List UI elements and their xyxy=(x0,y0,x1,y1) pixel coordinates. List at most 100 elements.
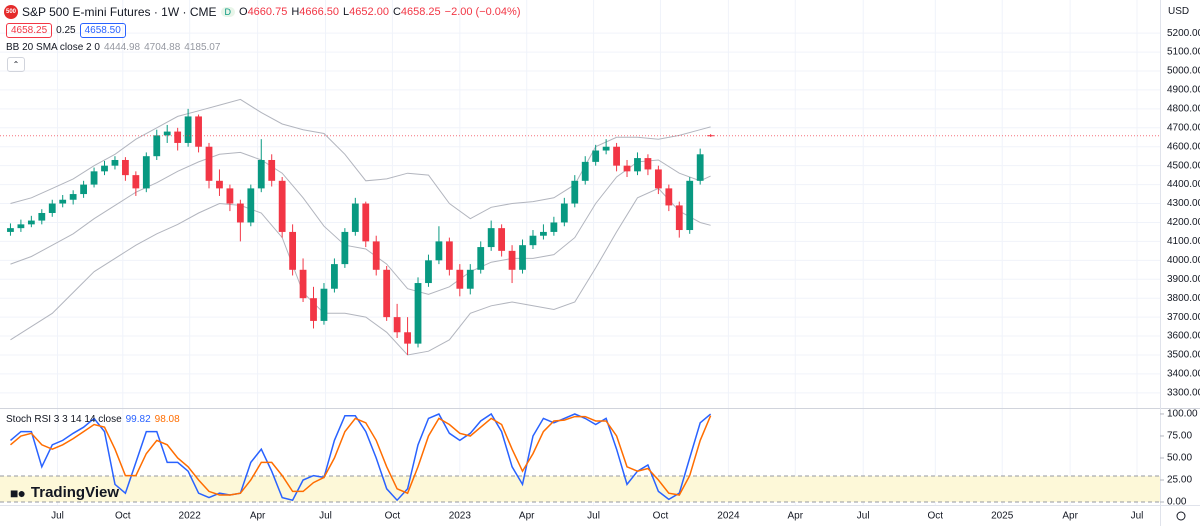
candle-body xyxy=(519,245,526,270)
candle-body xyxy=(623,165,631,172)
ohlc-item: C4658.25 xyxy=(393,6,441,18)
ohlc-value: 4658.25 xyxy=(400,6,441,18)
candle-body xyxy=(466,269,474,289)
candle-body xyxy=(393,317,401,333)
ohlc-value: 4660.75 xyxy=(247,6,288,18)
bb-legend: BB 20 SMA close 2 0 4444.98 4704.88 4185… xyxy=(6,42,220,53)
candle-body xyxy=(445,241,453,270)
y-tick-label: 5200.00 xyxy=(1167,28,1200,39)
spread: 0.25 xyxy=(56,25,76,36)
stoch-title: Stoch RSI 3 3 14 14 close xyxy=(6,414,122,425)
currency[interactable]: USD xyxy=(1168,6,1190,17)
ohlc-item: O4660.75 xyxy=(239,6,287,18)
trade-buttons: 4658.25 0.25 4658.50 xyxy=(6,23,126,38)
candle-body xyxy=(216,180,223,189)
grid xyxy=(0,0,1160,505)
y-tick-label: 4700.00 xyxy=(1167,122,1200,133)
candle-body xyxy=(268,159,276,181)
candle-body xyxy=(257,159,265,189)
candle-body xyxy=(487,228,495,248)
y-tick-label: 50.00 xyxy=(1167,453,1192,464)
y-tick-label: 4000.00 xyxy=(1167,255,1200,266)
candle-body xyxy=(17,224,25,229)
candle-body xyxy=(289,231,297,270)
candle-body xyxy=(571,180,579,204)
stoch-legend: Stoch RSI 3 3 14 14 close 99.82 98.08 xyxy=(6,414,180,425)
candle-body xyxy=(101,165,108,172)
y-tick-label: 4300.00 xyxy=(1167,198,1200,209)
y-tick-label: 25.00 xyxy=(1167,475,1192,486)
candle-body xyxy=(7,228,14,232)
logo-mark: ■● xyxy=(10,484,26,501)
candle-body xyxy=(226,188,234,204)
y-tick-label: 3900.00 xyxy=(1167,274,1200,285)
x-tick-label: Jul xyxy=(1131,511,1144,522)
y-tick-label: 3700.00 xyxy=(1167,312,1200,323)
interval-badge: D xyxy=(220,7,235,17)
y-tick-label: 4500.00 xyxy=(1167,160,1200,171)
candle-body xyxy=(414,283,422,344)
buy-button[interactable]: 4658.50 xyxy=(79,23,126,38)
candle-body xyxy=(80,184,87,195)
candle-body xyxy=(592,150,600,162)
x-tick-label: Jul xyxy=(51,511,64,522)
collapse-button[interactable]: ⌃ xyxy=(7,57,25,72)
candle-body xyxy=(540,231,547,236)
change: −2.00 (−0.04%) xyxy=(444,6,521,18)
x-tick-label: Jul xyxy=(857,511,870,522)
candle-body xyxy=(163,131,171,136)
bb-value: 4444.98 xyxy=(103,42,141,53)
stoch-value: 99.82 xyxy=(125,414,151,425)
candle-body xyxy=(498,228,506,251)
y-tick-label: 0.00 xyxy=(1167,497,1187,508)
candle-body xyxy=(132,175,140,189)
x-tick-label: Apr xyxy=(1062,511,1078,522)
x-tick-label: Oct xyxy=(385,511,401,522)
watermark-text: TradingView xyxy=(30,484,120,501)
x-tick-label: Oct xyxy=(928,511,944,522)
candle-body xyxy=(27,220,35,225)
bb-title: BB 20 SMA close 2 0 xyxy=(6,42,100,53)
header: 500 S&P 500 E-mini Futures · 1W · CME D … xyxy=(4,4,521,20)
ohlc: O4660.75 H4666.50 L4652.00 C4658.25 xyxy=(239,6,441,18)
candle-body xyxy=(59,199,67,204)
stoch-value: 98.08 xyxy=(154,414,180,425)
candle-body xyxy=(602,146,610,151)
candle-body xyxy=(111,159,119,166)
candle-body xyxy=(477,247,485,270)
candle-body xyxy=(550,222,558,232)
bb-line xyxy=(10,187,711,356)
y-tick-label: 5100.00 xyxy=(1167,47,1200,58)
bb-line xyxy=(10,98,711,220)
candle-body xyxy=(654,169,662,189)
symbol-title[interactable]: S&P 500 E-mini Futures · 1W · CME xyxy=(22,5,217,19)
bb-value: 4704.88 xyxy=(144,42,181,53)
candle-body xyxy=(331,264,338,289)
y-tick-label: 3400.00 xyxy=(1167,369,1200,380)
candle-body xyxy=(48,203,56,213)
x-tick-label: Jul xyxy=(587,511,600,522)
candle-body xyxy=(425,260,432,284)
candle-body xyxy=(247,188,255,223)
x-tick-label: Apr xyxy=(250,511,266,522)
sell-button[interactable]: 4658.25 xyxy=(6,23,53,38)
symbol-logo: 500 xyxy=(4,5,18,19)
settings-icon[interactable] xyxy=(1176,511,1186,521)
candle-body xyxy=(634,158,641,172)
ohlc-key: O xyxy=(239,6,248,18)
candle-body xyxy=(362,203,370,242)
x-tick-label: Oct xyxy=(653,511,669,522)
ohlc-value: 4652.00 xyxy=(349,6,389,18)
candle-body xyxy=(613,146,620,166)
candle-body xyxy=(404,332,411,344)
candle-body xyxy=(38,212,46,221)
x-tick-label: Apr xyxy=(787,511,803,522)
candle-body xyxy=(184,116,192,143)
y-tick-label: 4100.00 xyxy=(1167,236,1200,247)
bb-value: 4185.07 xyxy=(184,42,221,53)
candle-body xyxy=(278,180,286,232)
candle-body xyxy=(644,158,652,170)
candle-body xyxy=(205,146,213,181)
